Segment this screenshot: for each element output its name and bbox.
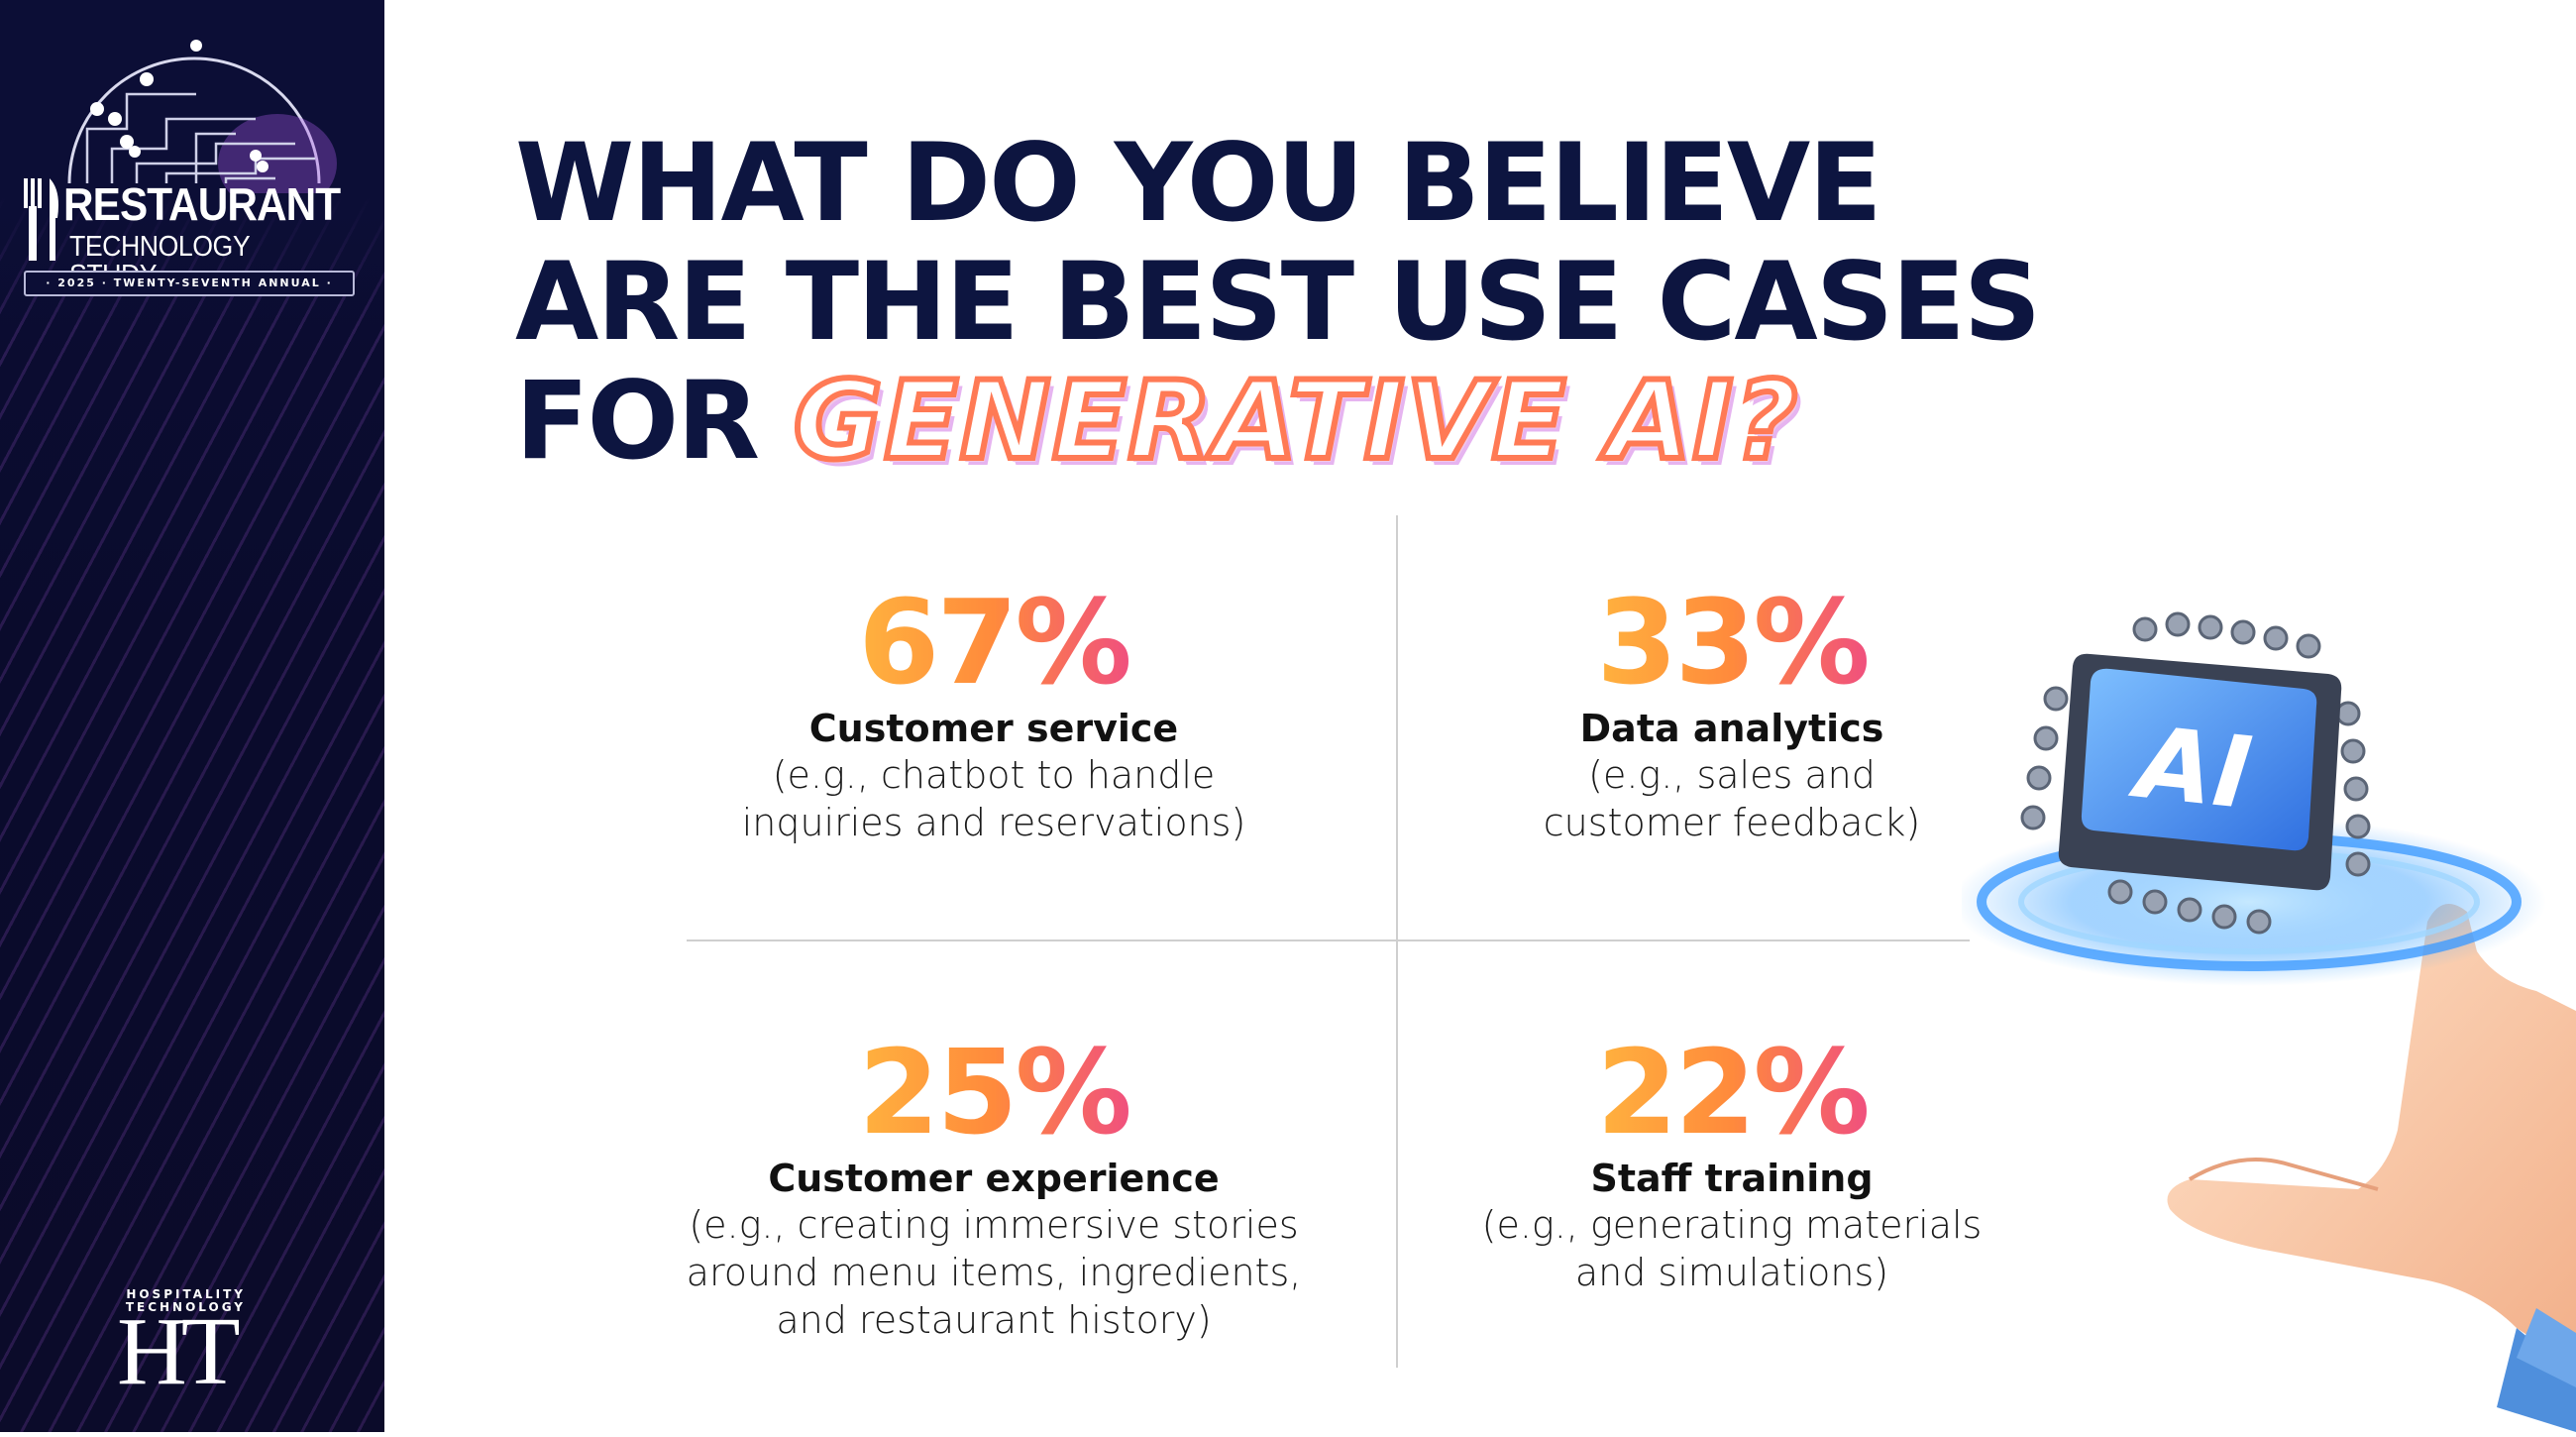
result-percent: 25% (858, 1031, 1128, 1154)
title-highlight: GENERATIVE AI? (794, 358, 1799, 484)
ht-big-text: HT (117, 1312, 246, 1391)
restaurant-technology-study-logo: RESTAURANT TECHNOLOGY STUDY · 2025 · TWE… (18, 35, 365, 292)
hospitality-technology-logo: HOSPITALITY TECHNOLOGY HT (117, 1288, 246, 1391)
result-description-line: (e.g., creating immersive stories (647, 1201, 1341, 1249)
result-customer-experience: 25% Customer experience (e.g., creating … (647, 1031, 1341, 1344)
result-customer-service: 67% Customer service (e.g., chatbot to h… (647, 581, 1341, 846)
title-line-2: ARE THE BEST USE CASES (515, 243, 2039, 362)
page-title: WHAT DO YOU BELIEVE ARE THE BEST USE CAS… (515, 124, 2039, 481)
sidebar: RESTAURANT TECHNOLOGY STUDY · 2025 · TWE… (0, 0, 384, 1432)
result-description-line: around menu items, ingredients, (647, 1249, 1341, 1296)
result-description-line: inquiries and reservations) (647, 799, 1341, 846)
result-percent: 33% (1596, 581, 1867, 704)
circuit-dome-icon (18, 35, 365, 193)
logo-band: · 2025 · TWENTY-SEVENTH ANNUAL · (24, 271, 355, 296)
title-line-3: FOR GENERATIVE AI? (515, 362, 2039, 481)
result-label: Customer service (647, 706, 1341, 751)
result-percent: 22% (1596, 1031, 1867, 1154)
result-description-line: (e.g., chatbot to handle (647, 751, 1341, 799)
result-description-line: and restaurant history) (647, 1296, 1341, 1344)
chip-label: AI (2125, 704, 2257, 831)
result-label: Customer experience (647, 1156, 1341, 1201)
ai-chip-illustration: AI (1962, 595, 2576, 1432)
grid-divider-horizontal (687, 940, 1970, 941)
title-line-1: WHAT DO YOU BELIEVE (515, 124, 2039, 243)
result-percent: 67% (858, 581, 1128, 704)
result-description: (e.g., chatbot to handle inquiries and r… (647, 751, 1341, 846)
result-description: (e.g., creating immersive stories around… (647, 1201, 1341, 1344)
title-line-3-prefix: FOR (515, 358, 794, 484)
logo-title: RESTAURANT (63, 181, 340, 227)
